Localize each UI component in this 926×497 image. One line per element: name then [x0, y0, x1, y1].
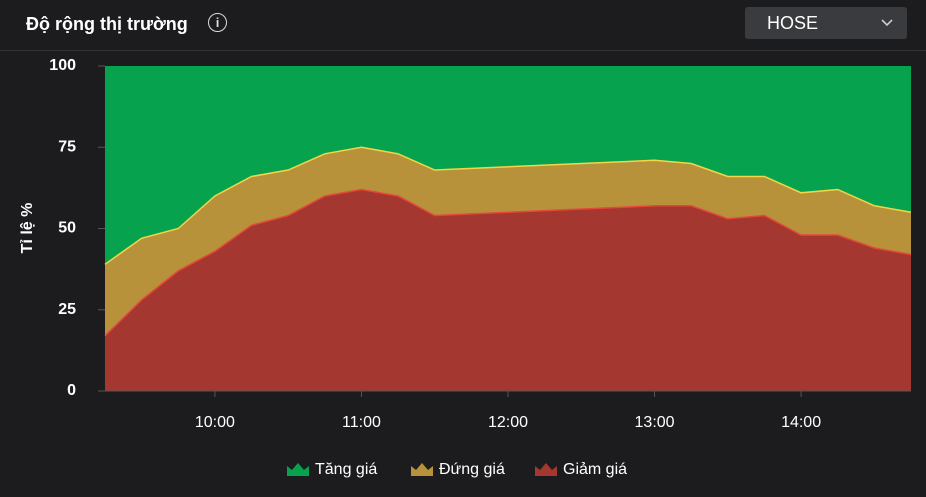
y-tick-label: 100 [49, 57, 76, 74]
area-edge [104, 188, 912, 337]
legend-label: Giảm giá [563, 461, 627, 478]
x-tick-label: 10:00 [195, 414, 235, 431]
header: Độ rộng thị trường i HOSE [0, 0, 926, 51]
widget-title: Độ rộng thị trường [26, 14, 188, 34]
x-tick-label: 11:00 [342, 414, 381, 431]
y-tick-label: 50 [58, 220, 76, 237]
legend-swatch [535, 463, 557, 476]
y-tick-label: 75 [58, 138, 76, 155]
legend-swatch [411, 463, 433, 476]
legend-swatch [287, 463, 309, 476]
area [105, 66, 911, 265]
legend-label: Đứng giá [439, 461, 505, 478]
y-axis-label: Tỉ lệ % [19, 203, 36, 254]
y-tick-label: 25 [58, 301, 76, 318]
x-tick-label: 14:00 [781, 414, 821, 431]
info-icon[interactable]: i [208, 13, 227, 32]
y-tick-label: 0 [67, 382, 76, 399]
area [105, 147, 911, 336]
exchange-dropdown[interactable]: HOSE [745, 7, 907, 39]
dropdown-caret [881, 19, 893, 27]
dropdown-value: HOSE [767, 13, 819, 33]
x-tick-label: 12:00 [488, 414, 528, 431]
area [105, 189, 911, 391]
x-tick-label: 13:00 [635, 414, 675, 431]
legend-label: Tăng giá [315, 461, 377, 478]
area-edge [104, 146, 912, 265]
